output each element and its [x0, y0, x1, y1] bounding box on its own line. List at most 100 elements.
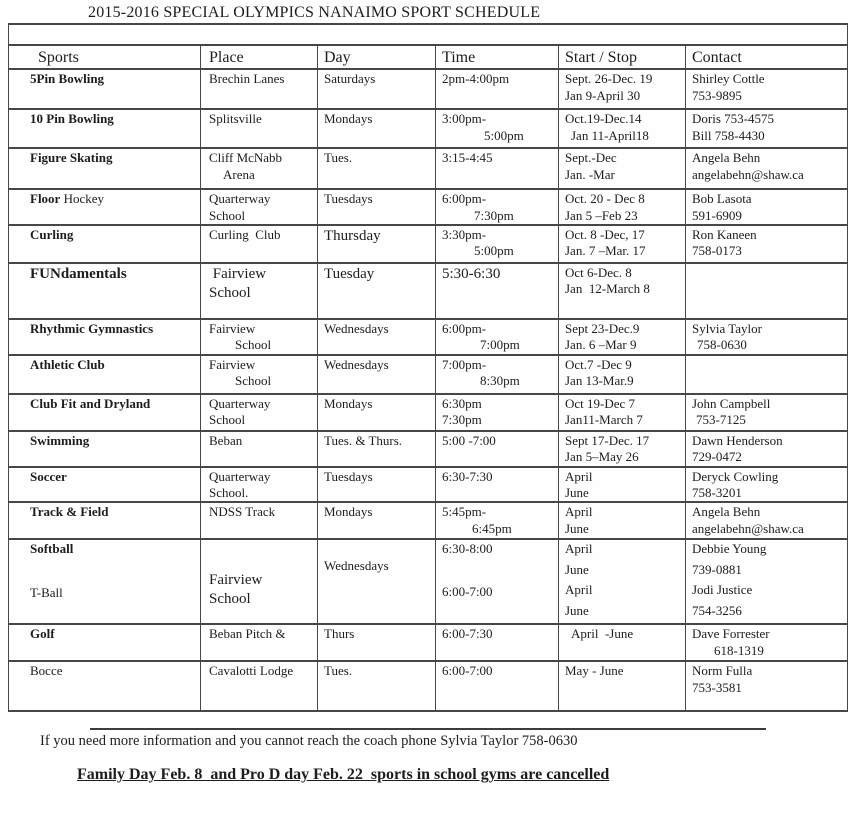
cell-day: Mondays	[317, 501, 436, 541]
cell-place: Quarterway School	[200, 188, 318, 226]
cell-time: 5:00 -7:00	[435, 429, 559, 468]
cell-day: Thursday	[317, 223, 436, 264]
cell-time: 3:00pm- 5:00pm	[435, 108, 559, 150]
cell-line: 6:00-7:00	[442, 583, 493, 599]
cell-line: Jodi Justice	[692, 582, 753, 598]
column-header-contact: Contact	[684, 43, 848, 71]
cell-line: 758-0630	[697, 337, 747, 353]
table-row: Club Fit and Dryland Quarterway School Mond…	[8, 392, 848, 432]
cell-line: Bill 758-4430	[692, 127, 765, 143]
cell-contact: Dawn Henderson 729-0472	[684, 429, 848, 468]
cell-line: Sylvia Taylor	[692, 320, 762, 336]
cell-line: Angela Behn	[692, 150, 761, 166]
cell-line: School	[209, 284, 251, 301]
cell-startstop: April June April June	[558, 538, 686, 626]
cell-line: Beban	[209, 432, 243, 448]
cell-sport: Golf	[8, 623, 201, 663]
cell-line: Bocce	[30, 663, 63, 679]
cell-line: Wednesdays	[324, 356, 389, 372]
cell-startstop: Oct.19-Dec.14 Jan 11-April18	[558, 108, 686, 150]
cell-line: June	[565, 561, 589, 577]
cell-place: Fairview School	[200, 261, 318, 320]
cell-line: 5:45pm-	[442, 504, 487, 520]
table-row: Figure Skating Cliff McNabb Arena Tues. 3:15…	[8, 147, 848, 191]
cell-line: Oct. 8 -Dec, 17	[565, 226, 645, 242]
cell-line: Dawn Henderson	[692, 432, 783, 448]
cell-line: 3:00pm-	[442, 111, 487, 127]
cell-line: 753-3581	[692, 679, 742, 695]
cell-startstop: Oct 6-Dec. 8 Jan 12-March 8	[558, 261, 686, 320]
cell-line: FUNdamentals	[30, 265, 127, 282]
cell-line: Bob Lasota	[692, 191, 752, 207]
cell-line: 753-7125	[696, 412, 746, 428]
cell-line: April -June	[571, 626, 634, 642]
cell-startstop: April -June	[558, 623, 686, 663]
cell-time: 5:30-6:30	[435, 261, 559, 320]
cell-line: Cavalotti Lodge	[209, 663, 294, 679]
cell-line: Tuesday	[324, 265, 375, 282]
cell-line: Fairview	[209, 356, 256, 372]
cell-contact: John Campbell 753-7125	[684, 392, 848, 432]
cell-line: June	[565, 602, 589, 618]
cell-day: Tues. & Thurs.	[317, 429, 436, 468]
cell-contact: Dave Forrester 618-1319	[684, 623, 848, 663]
cell-contact	[684, 353, 848, 395]
cell-day: Tuesdays	[317, 188, 436, 226]
cell-line: Cliff McNabb	[209, 150, 283, 166]
cell-place: Quarterway School	[200, 392, 318, 432]
table-row: Bocce Cavalotti Lodge Tues. 6:00-7:00 May - …	[8, 660, 848, 713]
cell-line: Tues. & Thurs.	[324, 432, 403, 448]
cell-line: Thurs	[324, 626, 355, 642]
cell-line: Mondays	[324, 111, 373, 127]
schedule-table: Sports Place Day Time Start / Stop Contact 5P…	[7, 23, 848, 713]
cell-line: Fairview	[209, 265, 267, 282]
cell-line: Saturdays	[324, 71, 376, 87]
cell-sport: Athletic Club	[8, 353, 201, 395]
cell-line: Wednesdays	[324, 320, 389, 336]
footer-note: If you need more information and you can…	[40, 733, 578, 750]
cell-day: Tuesday	[317, 261, 436, 320]
cell-sport: FUNdamentals	[8, 261, 201, 320]
cell-line: June	[565, 520, 589, 536]
cell-time: 6:30-7:30	[435, 465, 559, 504]
cell-line: 5:00pm	[474, 243, 514, 259]
column-header-startstop: Start / Stop	[558, 43, 686, 71]
cell-line: 3:30pm-	[442, 226, 487, 242]
cell-day: Tuesdays	[317, 465, 436, 504]
cell-line: June	[565, 485, 589, 501]
cell-line: Curling	[30, 226, 74, 242]
cell-line: Quarterway	[209, 468, 271, 484]
table-row: Swimming Beban Tues. & Thurs. 5:00 -7:00 Sep…	[8, 429, 848, 468]
cell-line: Athletic Club	[30, 356, 105, 372]
cell-place: Beban	[200, 429, 318, 468]
cell-contact: Debbie Young 739-0881 Jodi Justice 754-3256	[684, 538, 848, 626]
cell-place: Splitsville	[200, 108, 318, 150]
cell-line: Quarterway	[209, 395, 271, 411]
cell-line: 7:00pm-	[442, 356, 487, 372]
cell-day: Tues.	[317, 147, 436, 191]
table-row: Athletic Club Fairview School Wednesdays 7:0…	[8, 353, 848, 395]
cell-sport: Swimming	[8, 429, 201, 468]
cell-startstop: April June	[558, 465, 686, 504]
cell-sport: Track & Field	[8, 501, 201, 541]
cell-line: Softball	[30, 541, 74, 557]
cell-day: Mondays	[317, 392, 436, 432]
cell-line: Norm Fulla	[692, 663, 753, 679]
cell-day: Thurs	[317, 623, 436, 663]
cell-line: Tues.	[324, 150, 353, 166]
cell-place: Brechin Lanes	[200, 68, 318, 111]
cell-line: 3:15-4:45	[442, 150, 493, 166]
cell-place: Curling Club	[200, 223, 318, 264]
cell-line: Doris 753-4575	[692, 111, 774, 127]
table-row: Rhythmic Gymnastics Fairview School Wednesd…	[8, 317, 848, 356]
cell-place: Quarterway School.	[200, 465, 318, 504]
cell-line: 758-3201	[692, 485, 742, 501]
column-header-sport: Sports	[8, 43, 201, 71]
cell-line: Golf	[30, 626, 55, 642]
cell-line: 618-1319	[714, 642, 764, 658]
cell-time: 3:30pm- 5:00pm	[435, 223, 559, 264]
cell-line: School	[209, 207, 246, 223]
cell-day: Tues.	[317, 660, 436, 713]
cell-startstop: April June	[558, 501, 686, 541]
